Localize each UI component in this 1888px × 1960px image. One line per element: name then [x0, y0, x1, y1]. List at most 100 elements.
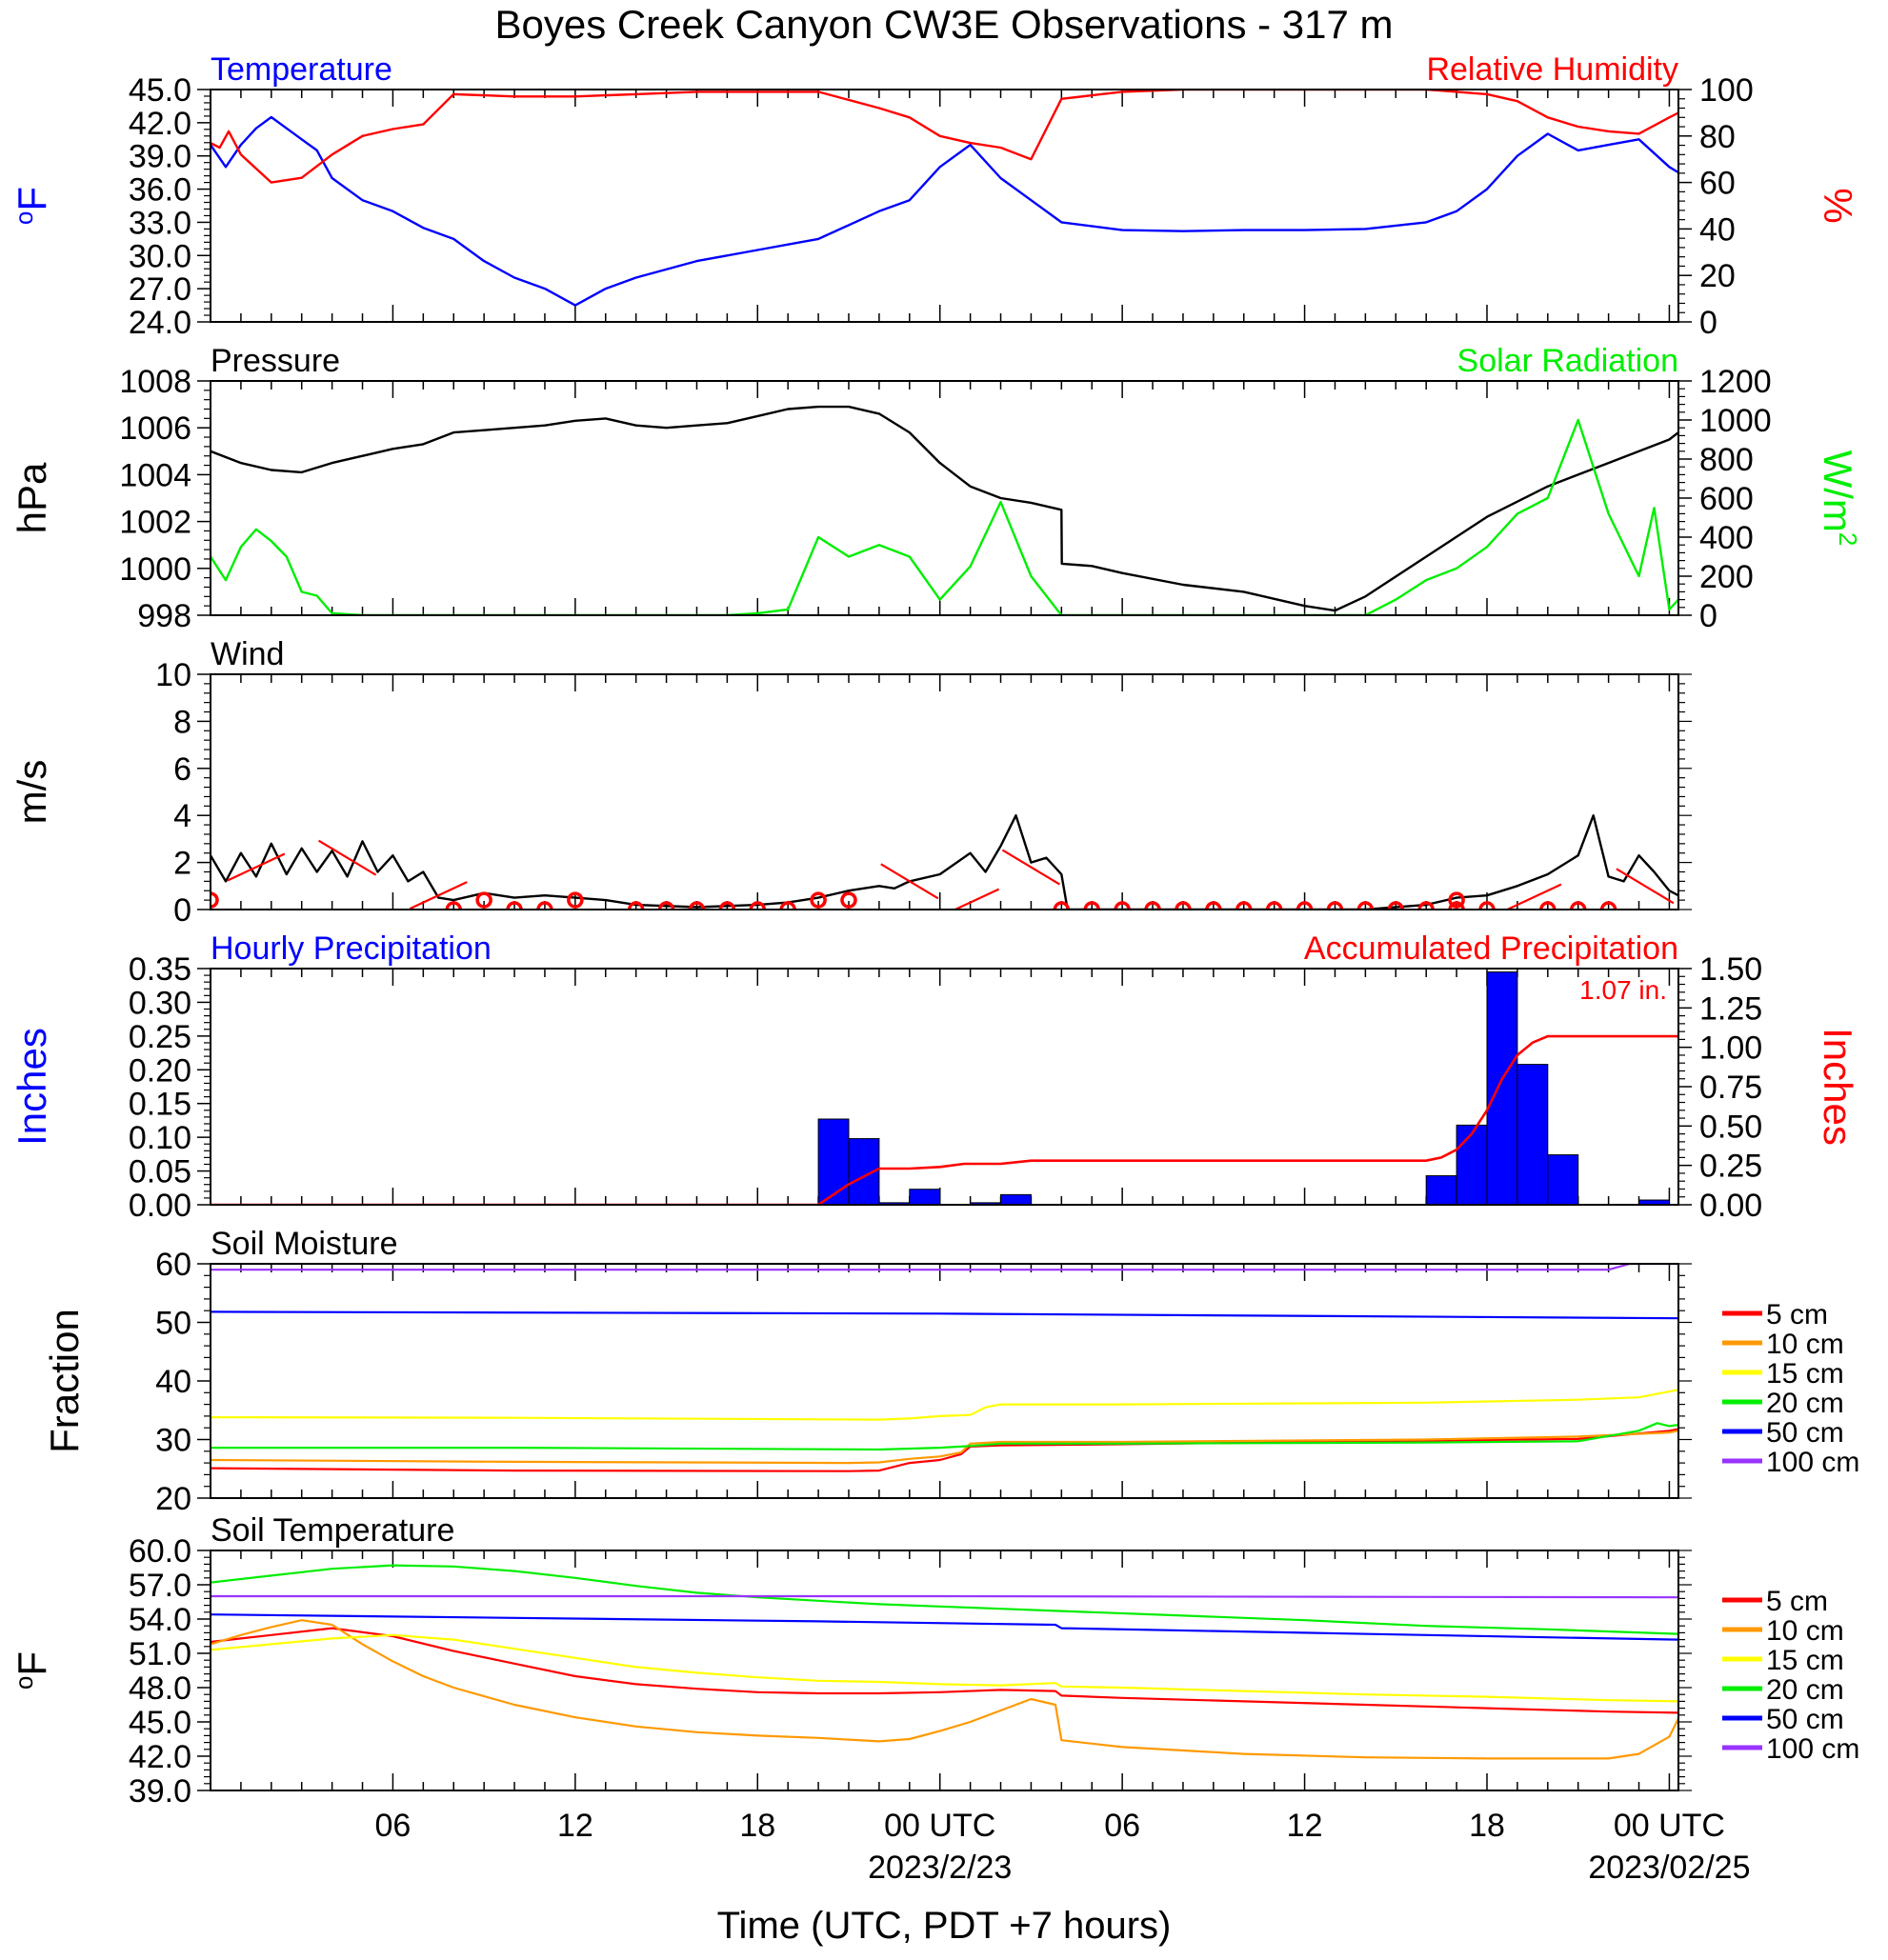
- y-tick-label-left: 8: [173, 704, 191, 740]
- series-line-temperature: [211, 115, 1678, 307]
- wind-barb: [1504, 883, 1562, 910]
- y-tick-label-left: 33.0: [129, 205, 191, 241]
- series-line-solar-radiation: [211, 418, 1678, 615]
- y-tick-label-left: 0: [173, 892, 191, 929]
- wind-barb: [953, 888, 1000, 910]
- y-tick-label-right: 60: [1699, 166, 1736, 202]
- y-tick-label-left: 42.0: [129, 1739, 191, 1775]
- y-tick-label-left: 24.0: [129, 305, 191, 341]
- series-line-100-cm: [211, 1264, 1678, 1271]
- legend-label: 5 cm: [1766, 1586, 1828, 1617]
- figure-title: Boyes Creek Canyon CW3E Observations - 3…: [494, 2, 1394, 47]
- calm-wind-circle: [1417, 901, 1435, 910]
- series-line-pressure: [211, 405, 1678, 612]
- calm-wind-circle: [1599, 901, 1617, 910]
- series-line-50-cm: [211, 1613, 1678, 1641]
- calm-wind-circle: [779, 901, 796, 910]
- legend-label: 10 cm: [1766, 1615, 1844, 1647]
- y-tick-label-left: 42.0: [129, 106, 191, 142]
- y-axis-label-left: m/s: [10, 760, 54, 825]
- y-tick-label-left: 4: [173, 798, 191, 834]
- precip-bar: [1456, 1124, 1488, 1205]
- y-tick-label-right: 1200: [1699, 364, 1772, 400]
- y-tick-label-left: 57.0: [129, 1568, 191, 1604]
- y-tick-label-left: 0.05: [129, 1154, 191, 1190]
- calm-wind-circle: [1569, 901, 1587, 910]
- y-tick-label-left: 0.00: [129, 1188, 191, 1224]
- panel-frame: [210, 1550, 1679, 1791]
- calm-wind-circle: [1175, 901, 1192, 910]
- y-tick-label-left: 36.0: [129, 172, 191, 209]
- y-tick-label-left: 20: [155, 1481, 191, 1517]
- y-tick-label-right: 0.50: [1699, 1109, 1762, 1145]
- y-tick-label-left: 0.30: [129, 985, 191, 1021]
- y-tick-label-right: 1.50: [1699, 951, 1762, 988]
- panel-title-left: Wind: [211, 636, 284, 672]
- panel-title-left: Soil Moisture: [211, 1226, 398, 1262]
- wind-barb: [318, 839, 377, 876]
- calm-wind-circle: [1265, 901, 1283, 910]
- y-axis-label-left: Inches: [10, 1028, 54, 1146]
- y-tick-label-left: 0.10: [129, 1120, 191, 1156]
- panel-frame: [210, 89, 1679, 323]
- y-tick-label-left: 2: [173, 846, 191, 882]
- calm-wind-circle: [688, 901, 706, 910]
- y-tick-label-left: 998: [137, 598, 191, 634]
- y-tick-label-left: 60: [155, 1247, 191, 1283]
- precip-bar: [1486, 971, 1518, 1205]
- y-tick-label-left: 45.0: [129, 1705, 191, 1741]
- series-line-wind: [211, 814, 1678, 910]
- plot-area-precip: [211, 971, 1678, 1205]
- x-tick-label: 00 UTC: [884, 1808, 995, 1844]
- y-axis-label-left: oF: [10, 1651, 54, 1690]
- y-tick-label-right: 0.25: [1699, 1149, 1762, 1185]
- accum-annotation: 1.07 in.: [1579, 975, 1667, 1005]
- panel-frame: [210, 1263, 1679, 1499]
- wind-barb: [227, 852, 286, 882]
- x-tick-label: 06: [375, 1808, 412, 1844]
- y-tick-label-right: 1.25: [1699, 990, 1762, 1027]
- calm-wind-circle: [1144, 901, 1161, 910]
- y-axis-label-left: oF: [10, 187, 54, 225]
- x-tick-label: 18: [739, 1808, 775, 1844]
- calm-wind-circle: [1053, 901, 1071, 910]
- y-tick-label-left: 0.35: [129, 951, 191, 988]
- y-tick-label-left: 39.0: [129, 1773, 191, 1810]
- series-line-10-cm: [211, 1619, 1678, 1760]
- y-tick-label-left: 30.0: [129, 238, 191, 274]
- y-tick-label-left: 39.0: [129, 139, 191, 175]
- calm-wind-circle: [1356, 901, 1375, 910]
- precip-bar: [1425, 1175, 1457, 1205]
- panel-temp_rh: 24.027.030.033.036.039.042.045.0 0 20 40 60 8…: [10, 51, 1860, 341]
- light-wind-circle: [475, 891, 492, 909]
- y-tick-label-right: 40: [1699, 211, 1736, 248]
- series-line-20-cm: [211, 1422, 1678, 1451]
- light-wind-circle: [840, 891, 857, 909]
- y-tick-label-right: 1.00: [1699, 1030, 1762, 1067]
- y-tick-label-right: 0: [1699, 305, 1717, 341]
- legend-label: 50 cm: [1766, 1704, 1844, 1735]
- calm-wind-circle: [1295, 901, 1314, 910]
- legend-label: 15 cm: [1766, 1358, 1844, 1390]
- series-line-10-cm: [211, 1430, 1678, 1465]
- calm-wind-circle: [445, 901, 462, 910]
- light-wind-circle: [1448, 891, 1465, 909]
- legend-label: 20 cm: [1766, 1674, 1844, 1706]
- y-tick-label-left: 1002: [119, 505, 191, 541]
- light-wind-circle: [211, 891, 219, 909]
- y-tick-label-right: 0.00: [1699, 1188, 1762, 1224]
- x-tick-date-label: 2023/02/25: [1588, 1850, 1750, 1886]
- y-tick-label-right: 0: [1699, 598, 1717, 634]
- y-tick-label-left: 0.15: [129, 1087, 191, 1123]
- y-tick-label-left: 45.0: [129, 72, 191, 109]
- y-axis-label-right: Inches: [1816, 1028, 1860, 1146]
- panel-title-left: Soil Temperature: [211, 1512, 454, 1549]
- y-tick-label-left: 27.0: [129, 271, 191, 308]
- legend-label: 20 cm: [1766, 1388, 1844, 1419]
- panel-soil_temperature: 39.042.045.048.051.054.057.060.0 Soil Tem…: [10, 1512, 1859, 1810]
- calm-wind-circle: [749, 901, 767, 910]
- legend-label: 100 cm: [1766, 1733, 1859, 1765]
- panel-frame: [210, 673, 1679, 910]
- panel-frame: [210, 968, 1679, 1206]
